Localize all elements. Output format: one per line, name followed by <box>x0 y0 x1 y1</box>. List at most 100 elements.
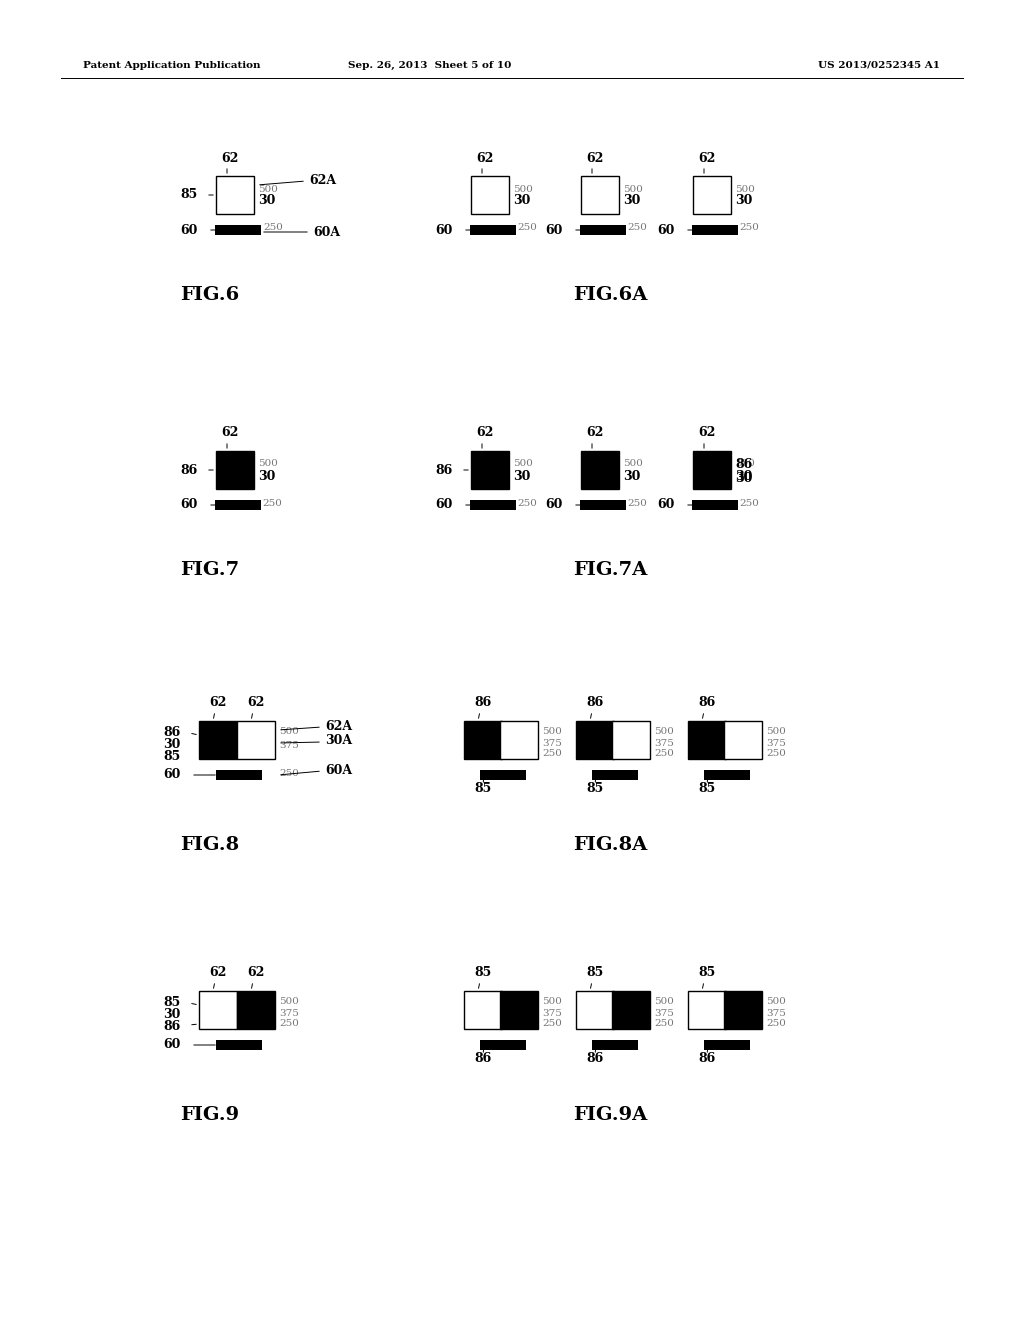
Text: 30A: 30A <box>325 734 352 747</box>
Text: 62: 62 <box>698 152 716 165</box>
Bar <box>688 721 726 759</box>
Text: 60: 60 <box>180 223 198 236</box>
Text: 62A: 62A <box>309 174 336 187</box>
Bar <box>199 721 237 759</box>
Text: 250: 250 <box>766 750 785 759</box>
Text: 30: 30 <box>735 471 753 484</box>
Bar <box>592 1040 638 1049</box>
Text: 60A: 60A <box>325 763 352 776</box>
Text: 86: 86 <box>735 458 753 471</box>
Text: FIG.8: FIG.8 <box>180 836 240 854</box>
Text: FIG.7A: FIG.7A <box>572 561 647 579</box>
Bar <box>693 176 731 214</box>
Bar <box>464 991 502 1030</box>
Bar <box>480 770 526 780</box>
Text: 375: 375 <box>542 738 562 747</box>
Text: 86: 86 <box>474 697 492 710</box>
Bar <box>471 451 509 488</box>
Text: 30: 30 <box>513 194 530 207</box>
Text: 62: 62 <box>209 966 226 979</box>
Text: 375: 375 <box>654 738 674 747</box>
Text: 500: 500 <box>279 998 299 1006</box>
Text: 62A: 62A <box>325 719 352 733</box>
Text: 62: 62 <box>221 152 239 165</box>
Text: 60: 60 <box>435 499 453 511</box>
Text: 500: 500 <box>279 727 299 737</box>
Text: 375: 375 <box>654 1008 674 1018</box>
Bar <box>612 991 650 1030</box>
Text: 60: 60 <box>546 499 563 511</box>
Text: 60: 60 <box>164 1039 181 1052</box>
Bar <box>500 721 538 759</box>
Text: 85: 85 <box>587 966 603 979</box>
Text: 62: 62 <box>248 966 264 979</box>
Bar <box>471 176 509 214</box>
Text: Sep. 26, 2013  Sheet 5 of 10: Sep. 26, 2013 Sheet 5 of 10 <box>348 61 512 70</box>
Text: 62: 62 <box>209 697 226 710</box>
Text: FIG.8A: FIG.8A <box>572 836 647 854</box>
Text: 86: 86 <box>474 1052 492 1065</box>
Bar <box>215 224 261 235</box>
Text: 85: 85 <box>164 995 181 1008</box>
Text: 500: 500 <box>654 998 674 1006</box>
Text: 250: 250 <box>766 1019 785 1028</box>
Text: 86: 86 <box>587 697 603 710</box>
Bar <box>216 451 254 488</box>
Text: 500: 500 <box>654 727 674 737</box>
Text: 86: 86 <box>698 697 716 710</box>
Text: 250: 250 <box>627 223 647 232</box>
Text: 500: 500 <box>513 459 532 469</box>
Text: 250: 250 <box>517 499 537 507</box>
Bar <box>592 770 638 780</box>
Bar <box>470 500 516 510</box>
Text: 62: 62 <box>476 426 494 440</box>
Text: 60: 60 <box>657 499 675 511</box>
Text: 375: 375 <box>279 1008 299 1018</box>
Text: 62: 62 <box>587 426 604 440</box>
Text: 500: 500 <box>542 727 562 737</box>
Bar <box>464 721 502 759</box>
Text: FIG.7: FIG.7 <box>180 561 240 579</box>
Text: 86: 86 <box>698 1052 716 1065</box>
Text: 30: 30 <box>623 194 640 207</box>
Text: 500: 500 <box>735 459 755 469</box>
Bar <box>216 770 262 780</box>
Text: FIG.6A: FIG.6A <box>572 286 647 304</box>
Bar <box>575 991 614 1030</box>
Bar <box>692 224 738 235</box>
Text: 500: 500 <box>513 185 532 194</box>
Text: 500: 500 <box>623 185 643 194</box>
Bar <box>688 991 726 1030</box>
Text: FIG.6: FIG.6 <box>180 286 240 304</box>
Text: 250: 250 <box>654 1019 674 1028</box>
Text: 250: 250 <box>263 223 283 232</box>
Text: 86: 86 <box>587 1052 603 1065</box>
Bar <box>237 991 275 1030</box>
Text: 250: 250 <box>279 1019 299 1028</box>
Text: 375: 375 <box>766 1008 785 1018</box>
Bar <box>705 770 750 780</box>
Text: 30: 30 <box>735 194 753 207</box>
Bar <box>216 176 254 214</box>
Text: 500: 500 <box>735 185 755 194</box>
Bar <box>480 1040 526 1049</box>
Text: 30: 30 <box>258 194 275 207</box>
Bar <box>580 224 626 235</box>
Text: 60: 60 <box>435 223 453 236</box>
Text: 250: 250 <box>542 1019 562 1028</box>
Text: 30: 30 <box>513 470 530 483</box>
Text: 250: 250 <box>654 750 674 759</box>
Text: FIG.9A: FIG.9A <box>572 1106 647 1125</box>
Text: 85: 85 <box>474 783 492 796</box>
Bar <box>575 721 614 759</box>
Text: 85: 85 <box>474 966 492 979</box>
Text: 60: 60 <box>164 768 181 781</box>
Text: 500: 500 <box>623 459 643 469</box>
Bar <box>500 991 538 1030</box>
Text: 86: 86 <box>436 463 453 477</box>
Text: 250: 250 <box>739 499 759 507</box>
Text: 30: 30 <box>164 1007 181 1020</box>
Text: 85: 85 <box>164 750 181 763</box>
Text: 62: 62 <box>476 152 494 165</box>
Text: 85: 85 <box>698 783 716 796</box>
